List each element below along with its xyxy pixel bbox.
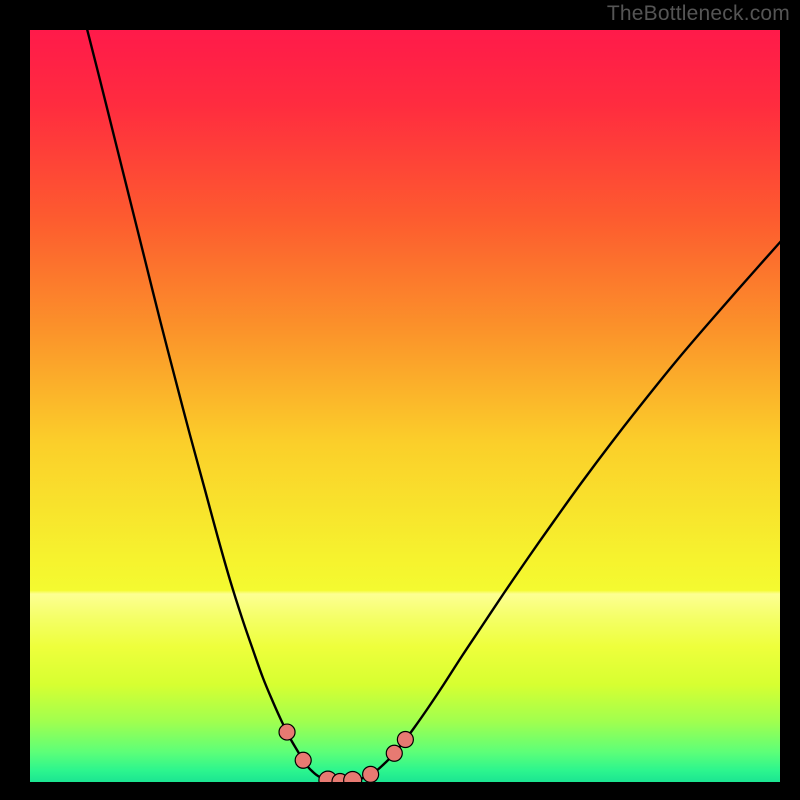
data-marker <box>279 724 295 740</box>
gradient-background <box>30 30 780 782</box>
plot-area <box>30 30 780 782</box>
data-marker <box>363 766 379 782</box>
chart-svg <box>30 30 780 782</box>
data-marker <box>397 731 413 747</box>
data-marker <box>295 752 311 768</box>
data-marker <box>386 745 402 761</box>
watermark-text: TheBottleneck.com <box>607 2 790 26</box>
